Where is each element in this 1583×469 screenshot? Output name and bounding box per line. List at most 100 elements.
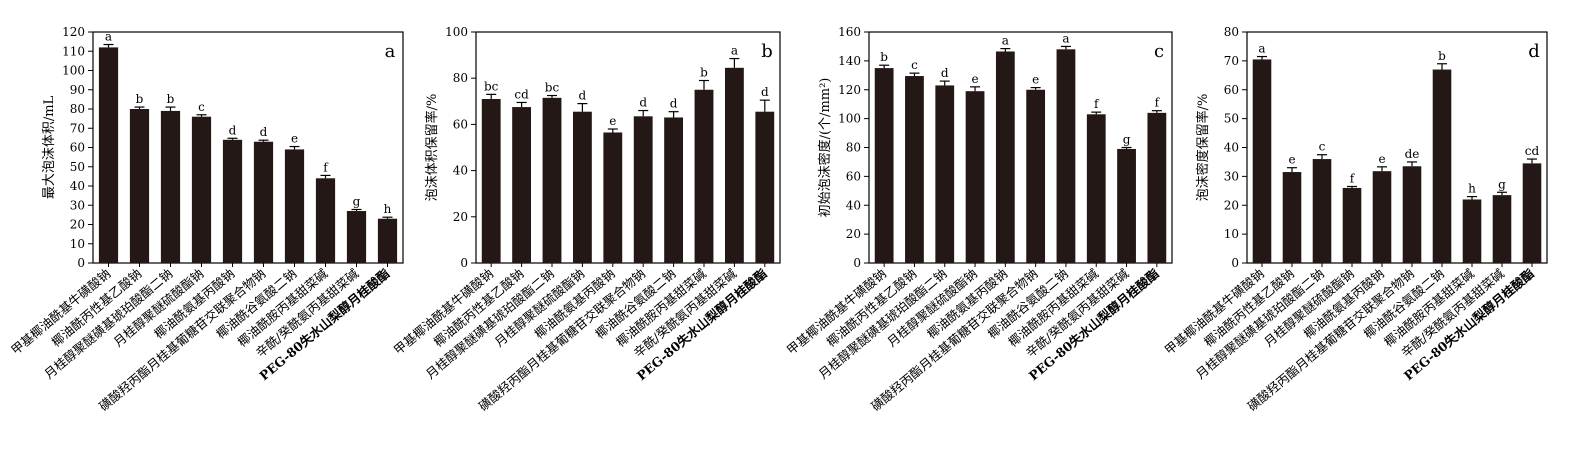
y-tick-label: 70 xyxy=(70,121,85,135)
y-tick-label: 20 xyxy=(453,210,468,224)
y-tick-label: 0 xyxy=(853,256,861,270)
bar xyxy=(1056,49,1076,264)
bar xyxy=(1432,69,1452,263)
y-tick-label: 40 xyxy=(453,164,468,178)
bar xyxy=(1147,112,1167,263)
y-tick-label: 50 xyxy=(70,160,85,174)
significance-letter: d xyxy=(229,123,237,137)
significance-letter: bc xyxy=(545,81,560,95)
y-tick-label: 0 xyxy=(460,256,468,270)
y-tick-label: 100 xyxy=(445,25,468,39)
y-tick-label: 80 xyxy=(1224,25,1239,39)
significance-letter: c xyxy=(198,100,205,114)
bar xyxy=(603,132,623,263)
y-tick-label: 60 xyxy=(1224,83,1239,97)
significance-letter: d xyxy=(670,97,678,111)
bar xyxy=(874,68,894,263)
y-tick-label: 100 xyxy=(838,112,861,126)
bar xyxy=(1462,199,1482,263)
bar xyxy=(377,218,398,263)
bar xyxy=(1312,159,1332,263)
bar xyxy=(572,111,592,263)
significance-letter: e xyxy=(609,114,616,128)
bar xyxy=(905,76,924,263)
significance-letter: g xyxy=(1498,177,1506,191)
bar xyxy=(724,67,744,264)
bar xyxy=(481,98,501,264)
plot-frame xyxy=(475,31,781,264)
bar xyxy=(995,51,1015,263)
significance-letter: e xyxy=(1288,153,1295,167)
y-tick-label: 60 xyxy=(70,141,85,155)
y-tick-label: 70 xyxy=(1224,54,1239,68)
y-tick-label: 90 xyxy=(70,83,85,97)
significance-letter: h xyxy=(384,202,392,216)
y-tick-label: 40 xyxy=(1224,141,1239,155)
significance-letter: b xyxy=(167,92,175,106)
panel-label: d xyxy=(1528,41,1540,62)
bar xyxy=(98,47,119,264)
y-tick-label: 0 xyxy=(77,256,85,270)
panel-label: b xyxy=(761,41,773,62)
bar xyxy=(1522,163,1542,263)
significance-letter: f xyxy=(323,160,329,174)
y-tick-label: 60 xyxy=(453,117,468,131)
significance-letter: g xyxy=(1123,133,1131,147)
bar xyxy=(191,116,212,263)
chart-panel-a: 0102030405060708090100110120最大泡沫体积/mLaa甲… xyxy=(8,25,404,414)
panel-label: a xyxy=(385,41,396,62)
significance-letter: a xyxy=(1002,34,1009,48)
y-tick-label: 80 xyxy=(70,102,85,116)
y-tick-label: 100 xyxy=(62,64,85,78)
bar xyxy=(542,97,562,264)
y-axis-label: 泡沫体积保留率/% xyxy=(424,94,440,202)
y-tick-label: 30 xyxy=(1224,169,1239,183)
panel-label: c xyxy=(1154,41,1164,62)
significance-letter: b xyxy=(700,66,708,80)
y-tick-label: 120 xyxy=(838,83,861,97)
bar xyxy=(222,139,243,263)
significance-letter: cd xyxy=(514,87,529,101)
bar xyxy=(253,141,274,263)
significance-letter: d xyxy=(260,125,268,139)
significance-letter: h xyxy=(1468,182,1476,196)
y-tick-label: 50 xyxy=(1224,112,1239,126)
y-tick-label: 0 xyxy=(1231,256,1239,270)
significance-letter: b xyxy=(880,50,888,64)
significance-letter: b xyxy=(136,92,144,106)
y-tick-label: 60 xyxy=(846,169,861,183)
y-tick-label: 10 xyxy=(1224,227,1239,241)
y-axis-label: 泡沫密度保留率/% xyxy=(1195,94,1211,202)
y-tick-label: 20 xyxy=(1224,198,1239,212)
y-tick-label: 80 xyxy=(453,71,468,85)
significance-letter: f xyxy=(1155,96,1161,110)
y-tick-label: 20 xyxy=(70,218,85,232)
bar xyxy=(664,117,684,263)
bar xyxy=(1086,114,1106,263)
significance-letter: b xyxy=(1438,49,1446,63)
y-axis-label: 初始泡沫密度/(个/mm²) xyxy=(817,78,833,218)
bar xyxy=(1026,89,1046,263)
y-tick-label: 40 xyxy=(846,198,861,212)
significance-letter: f xyxy=(1350,171,1356,185)
significance-letter: bc xyxy=(484,79,499,93)
significance-letter: cd xyxy=(1525,144,1540,158)
significance-letter: c xyxy=(1319,140,1326,154)
bar xyxy=(1252,59,1272,264)
significance-letter: e xyxy=(1378,152,1385,166)
y-tick-label: 160 xyxy=(838,25,861,39)
significance-letter: d xyxy=(579,89,587,103)
bar xyxy=(129,109,150,263)
y-tick-label: 20 xyxy=(846,227,861,241)
bar xyxy=(284,149,305,263)
significance-letter: de xyxy=(1405,147,1420,161)
y-tick-label: 80 xyxy=(846,141,861,155)
y-tick-label: 30 xyxy=(70,198,85,212)
bar xyxy=(512,107,532,263)
bar xyxy=(1492,195,1512,263)
bar xyxy=(1402,166,1422,263)
y-tick-label: 110 xyxy=(62,44,85,58)
significance-letter: d xyxy=(639,96,647,110)
significance-letter: a xyxy=(1258,42,1265,56)
